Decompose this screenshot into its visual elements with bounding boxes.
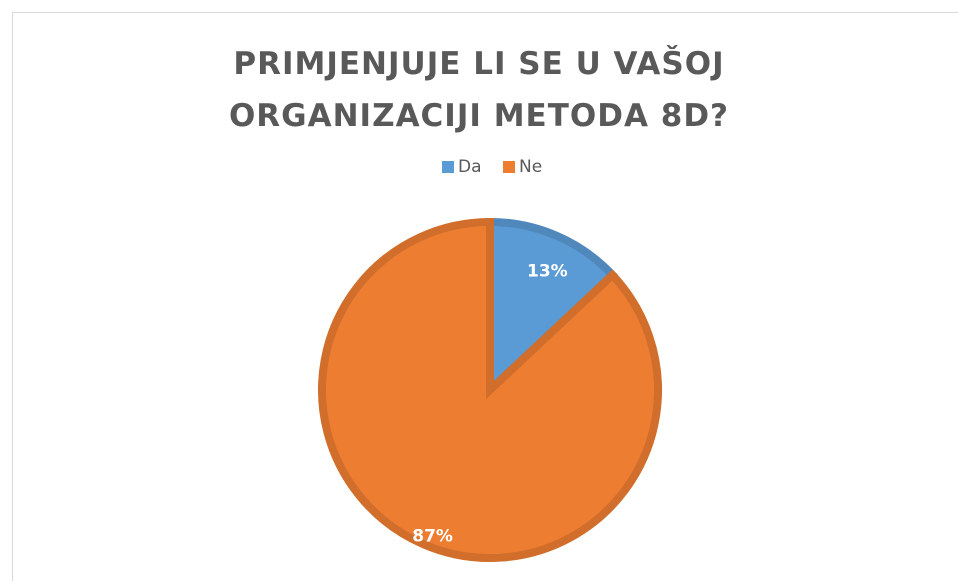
legend-label: Da xyxy=(458,157,482,177)
data-label: 13% xyxy=(527,261,568,281)
chart-frame xyxy=(12,12,958,581)
chart-title: PRIMJENJUJE LI SE U VAŠOJ ORGANIZACIJI M… xyxy=(228,46,730,134)
data-label: 87% xyxy=(412,527,453,547)
pie-slice xyxy=(318,217,662,562)
legend-label: Ne xyxy=(519,157,542,177)
pie-slice xyxy=(486,217,619,400)
legend-swatch xyxy=(442,161,454,173)
legend-swatch xyxy=(503,161,515,173)
